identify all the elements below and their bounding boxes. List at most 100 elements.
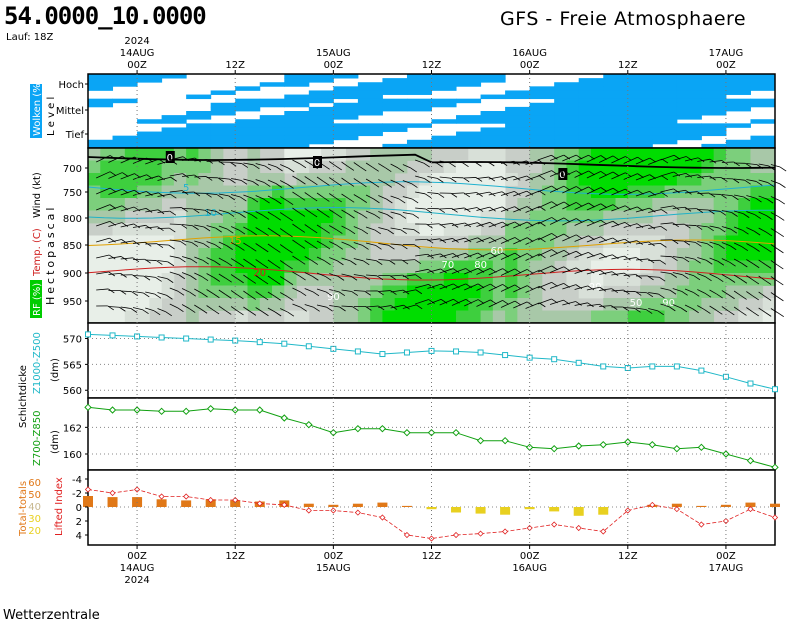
rh-cell bbox=[174, 236, 187, 249]
rh-cell bbox=[603, 198, 616, 211]
rh-cell bbox=[100, 248, 113, 261]
rh-cell bbox=[272, 173, 285, 186]
time-top-date: 16AUG bbox=[512, 48, 547, 59]
rh-cell bbox=[407, 311, 420, 324]
cloud-cell bbox=[88, 78, 113, 83]
rh-cell bbox=[272, 211, 285, 224]
wind-barb bbox=[685, 225, 696, 226]
rh-cell bbox=[125, 261, 138, 274]
cloud-cell bbox=[628, 111, 653, 116]
cloud-cell bbox=[186, 115, 211, 120]
rh-cell bbox=[738, 148, 751, 161]
rh-cell bbox=[358, 286, 371, 299]
rh-cell bbox=[701, 311, 714, 324]
cloud-cell bbox=[603, 95, 628, 100]
rh-cell bbox=[211, 173, 224, 186]
cloud-cell bbox=[113, 140, 138, 145]
cloud-cell bbox=[113, 78, 138, 83]
cloud-cell bbox=[284, 123, 309, 128]
rh-cell bbox=[100, 186, 113, 199]
cloud-cell bbox=[628, 78, 653, 83]
time-bottom-year: 2024 bbox=[124, 575, 149, 586]
cloud-cell bbox=[382, 123, 407, 128]
rh-cell bbox=[272, 273, 285, 286]
lifted-index-title: Lifted Index bbox=[54, 477, 65, 536]
cloud-cell bbox=[211, 127, 236, 132]
rh-cell bbox=[186, 311, 199, 324]
rh-cell bbox=[223, 248, 236, 261]
cloud-cell bbox=[88, 99, 113, 104]
cloud-cell bbox=[407, 86, 432, 91]
rh-cell bbox=[726, 198, 739, 211]
rh-cell bbox=[260, 298, 273, 311]
cloud-cell bbox=[481, 78, 506, 83]
cloud-cell bbox=[333, 123, 358, 128]
cloud-cell bbox=[88, 140, 113, 145]
cloud-cell bbox=[750, 103, 775, 108]
rh-cell bbox=[382, 298, 395, 311]
rh-cell bbox=[382, 311, 395, 324]
cloud-cell bbox=[284, 111, 309, 116]
rh-cell bbox=[481, 173, 494, 186]
rh-cell bbox=[591, 311, 604, 324]
rh-cell bbox=[750, 311, 763, 324]
cloud-level-label: Hoch bbox=[59, 80, 84, 91]
rh-cell bbox=[272, 186, 285, 199]
rh-cell bbox=[603, 161, 616, 174]
cloud-cell bbox=[505, 90, 530, 95]
rh-cell bbox=[149, 286, 162, 299]
cloud-cell bbox=[211, 123, 236, 128]
rh-cell bbox=[750, 261, 763, 274]
total-totals-bar bbox=[500, 507, 510, 515]
rh-cell bbox=[88, 311, 101, 324]
cloud-cell bbox=[456, 132, 481, 137]
rh-cell bbox=[763, 148, 776, 161]
data-point bbox=[454, 349, 459, 354]
cloud-cell bbox=[235, 119, 260, 124]
cloud-cell bbox=[505, 132, 530, 137]
rh-cell bbox=[247, 161, 260, 174]
cloud-cell bbox=[628, 95, 653, 100]
footer-source: Wetterzentrale bbox=[3, 608, 100, 623]
time-top-label: 12Z bbox=[422, 60, 442, 71]
rh-cell bbox=[223, 298, 236, 311]
cloud-cell bbox=[186, 132, 211, 137]
rh-cell bbox=[505, 311, 518, 324]
rh-cell bbox=[493, 148, 506, 161]
cloud-cell bbox=[432, 99, 457, 104]
rh-cell bbox=[714, 298, 727, 311]
rh-cell bbox=[333, 198, 346, 211]
rh-cell bbox=[88, 236, 101, 249]
rh-cell bbox=[738, 311, 751, 324]
rh-cell bbox=[149, 261, 162, 274]
cloud-cell bbox=[284, 95, 309, 100]
cloud-cell bbox=[284, 103, 309, 108]
cloud-cell bbox=[628, 103, 653, 108]
rh-cell bbox=[652, 248, 665, 261]
hectopascal-label: Hectopascal bbox=[44, 205, 57, 305]
cloud-cell bbox=[407, 82, 432, 87]
rh-cell bbox=[726, 286, 739, 299]
cloud-cell bbox=[284, 82, 309, 87]
cloud-cell bbox=[505, 107, 530, 112]
cloud-cell bbox=[579, 90, 604, 95]
data-point bbox=[282, 341, 287, 346]
time-bottom-label: 12Z bbox=[618, 551, 638, 562]
cloud-cell bbox=[260, 136, 285, 141]
rh-cell bbox=[444, 173, 457, 186]
y-tick-label: 160 bbox=[63, 450, 82, 461]
cloud-cell bbox=[652, 90, 677, 95]
rh-cell bbox=[88, 286, 101, 299]
rh-cell bbox=[284, 223, 297, 236]
cloud-cell bbox=[677, 115, 702, 120]
cloud-cell bbox=[603, 86, 628, 91]
rh-cell bbox=[763, 173, 776, 186]
cloud-cell bbox=[603, 127, 628, 132]
cloud-cell bbox=[481, 140, 506, 145]
rh-cell bbox=[652, 186, 665, 199]
cloud-cell bbox=[554, 82, 579, 87]
cloud-cell bbox=[333, 127, 358, 132]
rh-cell bbox=[517, 198, 530, 211]
rh-cell bbox=[566, 273, 579, 286]
rh-cell bbox=[652, 311, 665, 324]
